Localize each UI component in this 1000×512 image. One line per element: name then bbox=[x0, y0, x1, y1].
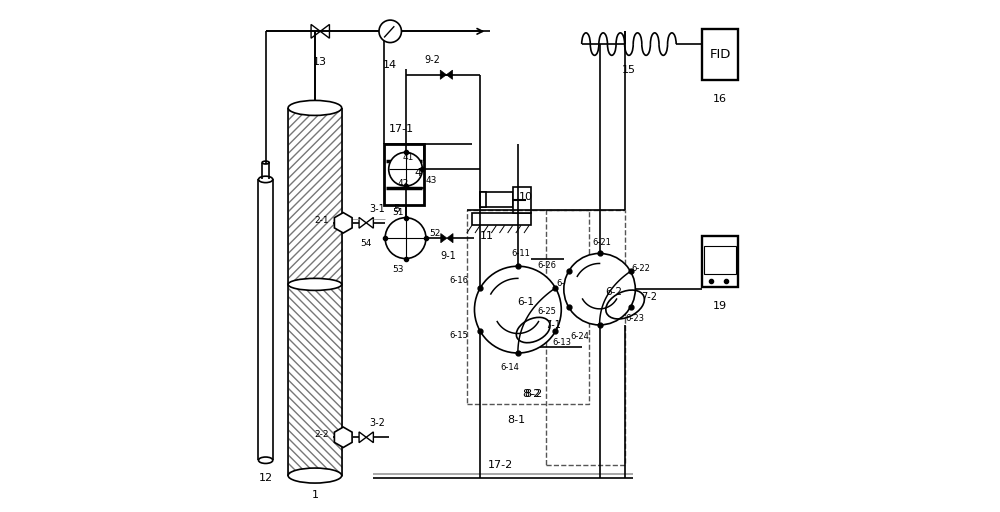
Circle shape bbox=[474, 266, 561, 353]
Ellipse shape bbox=[288, 100, 342, 115]
Text: 51: 51 bbox=[392, 208, 404, 217]
Text: 52: 52 bbox=[429, 228, 441, 238]
Text: 14: 14 bbox=[383, 59, 397, 70]
Bar bbox=[288, 284, 342, 473]
Text: 5: 5 bbox=[393, 203, 400, 214]
Bar bbox=[467, 210, 589, 404]
Text: 13: 13 bbox=[313, 57, 327, 67]
Text: 17-2: 17-2 bbox=[487, 460, 513, 471]
Ellipse shape bbox=[288, 468, 342, 483]
Circle shape bbox=[385, 218, 426, 259]
Polygon shape bbox=[446, 70, 453, 79]
Text: 11: 11 bbox=[480, 230, 494, 241]
Bar bbox=[288, 284, 342, 476]
Text: 2-2: 2-2 bbox=[314, 430, 329, 439]
Ellipse shape bbox=[262, 161, 269, 164]
Text: 6-15: 6-15 bbox=[449, 331, 468, 340]
Text: 7-2: 7-2 bbox=[642, 292, 658, 302]
Bar bbox=[513, 187, 531, 212]
Bar bbox=[472, 212, 531, 225]
Text: 6-12: 6-12 bbox=[556, 280, 575, 288]
Bar bbox=[702, 236, 738, 287]
Text: 9-1: 9-1 bbox=[440, 251, 456, 261]
Text: 6-22: 6-22 bbox=[631, 264, 650, 273]
Text: 6-14: 6-14 bbox=[501, 363, 520, 372]
Polygon shape bbox=[366, 432, 373, 443]
Text: 6-23: 6-23 bbox=[625, 314, 644, 323]
Bar bbox=[546, 210, 625, 465]
Text: 17-1: 17-1 bbox=[389, 124, 414, 134]
Text: 8-1: 8-1 bbox=[507, 415, 525, 425]
Polygon shape bbox=[311, 25, 320, 38]
Polygon shape bbox=[440, 70, 446, 79]
Text: 8-2: 8-2 bbox=[523, 389, 541, 399]
Text: 16: 16 bbox=[713, 94, 727, 104]
Polygon shape bbox=[359, 432, 366, 443]
Bar bbox=[288, 108, 342, 289]
Text: 6-11: 6-11 bbox=[511, 249, 530, 258]
Text: 6-13: 6-13 bbox=[552, 338, 571, 347]
Text: 15: 15 bbox=[622, 65, 636, 75]
Text: 53: 53 bbox=[392, 265, 404, 274]
Text: 12: 12 bbox=[259, 473, 273, 483]
Ellipse shape bbox=[258, 457, 273, 463]
Circle shape bbox=[389, 153, 422, 186]
Bar bbox=[480, 192, 486, 207]
Text: 6-25: 6-25 bbox=[538, 307, 557, 315]
Polygon shape bbox=[441, 233, 447, 243]
Text: 6-21: 6-21 bbox=[593, 238, 612, 247]
Polygon shape bbox=[366, 218, 373, 228]
Text: 6-2: 6-2 bbox=[605, 287, 622, 297]
Text: 1: 1 bbox=[311, 490, 318, 500]
Text: 2-1: 2-1 bbox=[314, 216, 329, 225]
Bar bbox=[702, 29, 738, 80]
Text: 19: 19 bbox=[713, 301, 727, 311]
Text: 3-2: 3-2 bbox=[370, 418, 385, 428]
Text: 42: 42 bbox=[397, 179, 409, 188]
Ellipse shape bbox=[258, 176, 273, 183]
Text: 6-26: 6-26 bbox=[538, 261, 557, 270]
Circle shape bbox=[564, 253, 635, 325]
Text: 54: 54 bbox=[360, 239, 371, 248]
Polygon shape bbox=[447, 233, 453, 243]
Circle shape bbox=[379, 20, 401, 42]
Ellipse shape bbox=[288, 279, 342, 290]
Text: 6-1: 6-1 bbox=[517, 297, 534, 307]
Text: 10: 10 bbox=[519, 193, 533, 202]
Text: 6-16: 6-16 bbox=[449, 276, 468, 285]
Polygon shape bbox=[320, 25, 329, 38]
Text: 9-2: 9-2 bbox=[424, 55, 440, 66]
Bar bbox=[704, 246, 736, 274]
Bar bbox=[288, 108, 342, 284]
Text: 3-1: 3-1 bbox=[370, 203, 385, 214]
Bar bbox=[480, 192, 513, 207]
Text: 6-24: 6-24 bbox=[571, 332, 590, 340]
Polygon shape bbox=[359, 218, 366, 228]
Text: 7-1: 7-1 bbox=[546, 320, 562, 330]
Text: 8-2: 8-2 bbox=[524, 389, 542, 399]
Text: 43: 43 bbox=[426, 176, 437, 185]
Text: 4: 4 bbox=[415, 168, 422, 178]
Bar bbox=[384, 144, 424, 205]
Text: 41: 41 bbox=[402, 153, 414, 162]
Text: FID: FID bbox=[709, 48, 731, 61]
